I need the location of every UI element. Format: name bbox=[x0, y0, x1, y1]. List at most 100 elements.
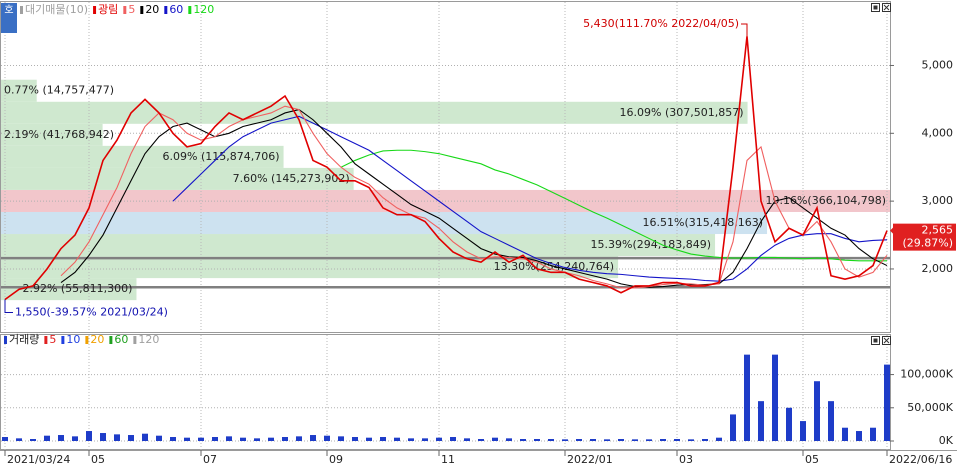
volume-bar bbox=[828, 401, 834, 441]
band-label: 16.09% (307,501,857) bbox=[620, 106, 744, 119]
volume-bar bbox=[422, 438, 428, 441]
band-label: 16.51%(315,418,163) bbox=[643, 216, 764, 229]
legend-swatch bbox=[85, 336, 89, 344]
x-tick-label: 2022/01 bbox=[567, 453, 613, 466]
maximize-icon bbox=[873, 338, 878, 343]
legend-label: 60 bbox=[169, 3, 183, 16]
y-tick-label: 3,000 bbox=[922, 194, 954, 207]
x-tick-label: 05 bbox=[91, 453, 105, 466]
volume-bar bbox=[562, 439, 568, 441]
volume-bar bbox=[352, 437, 358, 441]
band-label: 2.19% (41,768,942) bbox=[4, 128, 114, 141]
volume-pane bbox=[0, 334, 891, 450]
volume-bar bbox=[100, 433, 106, 441]
price-band bbox=[1, 79, 37, 102]
volume-bar bbox=[2, 437, 8, 441]
legend-swatch bbox=[164, 6, 168, 14]
volume-bar bbox=[142, 433, 148, 441]
legend-label: 광림 bbox=[98, 3, 118, 16]
band-label: 0.77% (14,757,477) bbox=[4, 84, 114, 97]
volume-bar bbox=[268, 437, 274, 441]
legend-label: 대기매물(10) bbox=[25, 3, 88, 16]
volume-bar bbox=[702, 439, 708, 441]
volume-bar bbox=[758, 401, 764, 441]
volume-bar bbox=[86, 431, 92, 441]
price-line bbox=[60, 105, 888, 289]
low-label: 1,550(-39.57% 2021/03/24) bbox=[15, 305, 168, 318]
y-tick-label: 2,000 bbox=[922, 262, 954, 275]
volume-bar bbox=[646, 439, 652, 441]
volume-bar bbox=[366, 437, 372, 441]
volume-bar bbox=[772, 354, 778, 441]
volume-bar bbox=[590, 439, 596, 441]
legend-swatch bbox=[93, 6, 97, 14]
x-tick-label: 09 bbox=[329, 453, 343, 466]
current-price: 2,565 bbox=[922, 224, 954, 237]
x-tick-label: 2021/03/24 bbox=[7, 453, 70, 466]
volume-bar bbox=[338, 436, 344, 441]
legend-swatch bbox=[133, 336, 137, 344]
legend-swatch bbox=[61, 336, 65, 344]
menu-icon: 호 bbox=[4, 4, 13, 16]
x-tick-label: 03 bbox=[679, 453, 693, 466]
volume-bar bbox=[618, 439, 624, 441]
legend-swatch bbox=[188, 6, 192, 14]
volume-bar bbox=[464, 438, 470, 441]
price-line bbox=[60, 108, 888, 288]
volume-bar bbox=[744, 354, 750, 441]
volume-bar bbox=[534, 439, 540, 441]
legend-swatch bbox=[140, 6, 144, 14]
volume-bar bbox=[394, 437, 400, 441]
legend-swatch bbox=[109, 336, 113, 344]
volume-bar bbox=[506, 438, 512, 441]
y-tick-label: 0K bbox=[939, 434, 954, 447]
volume-bar bbox=[282, 437, 288, 441]
volume-bar bbox=[408, 438, 414, 441]
price-line bbox=[172, 115, 888, 282]
band-label: 7.60% (145,273,902) bbox=[233, 172, 350, 185]
volume-bar bbox=[842, 427, 848, 441]
legend-label: 120 bbox=[193, 3, 214, 16]
legend-swatch bbox=[123, 6, 127, 14]
volume-bar bbox=[128, 435, 134, 441]
x-tick-label: 07 bbox=[203, 453, 217, 466]
volume-bar bbox=[870, 427, 876, 441]
volume-bar bbox=[212, 437, 218, 441]
volume-bar bbox=[632, 439, 638, 441]
volume-bar bbox=[548, 439, 554, 441]
band-label: 2.92% (55,811,300) bbox=[22, 282, 132, 295]
close-icon bbox=[883, 337, 890, 344]
price-band bbox=[1, 123, 103, 146]
volume-bar bbox=[310, 435, 316, 441]
legend-swatch bbox=[44, 336, 48, 344]
legend-swatch bbox=[20, 6, 23, 14]
volume-bar bbox=[72, 436, 78, 441]
band-label: 19.16%(366,104,798) bbox=[765, 194, 886, 207]
close-icon bbox=[883, 4, 890, 11]
volume-bar bbox=[58, 435, 64, 441]
volume-bar bbox=[716, 437, 722, 441]
volume-bar bbox=[30, 439, 36, 441]
volume-bar bbox=[478, 439, 484, 441]
volume-bar bbox=[184, 437, 190, 441]
volume-bar bbox=[296, 436, 302, 441]
legend-label: 거래량 bbox=[9, 333, 39, 346]
maximize-icon bbox=[873, 5, 878, 10]
high-marker bbox=[741, 23, 748, 37]
price-band bbox=[1, 234, 716, 257]
volume-bar bbox=[254, 438, 260, 441]
volume-bar bbox=[44, 435, 50, 441]
legend-label: 60 bbox=[114, 333, 128, 346]
band-label: 15.39%(294,183,849) bbox=[591, 238, 712, 251]
volume-bar bbox=[380, 437, 386, 441]
price-band bbox=[1, 211, 768, 235]
price-line bbox=[340, 149, 887, 262]
volume-bar bbox=[436, 437, 442, 441]
legend-label: 120 bbox=[138, 333, 159, 346]
volume-bar bbox=[884, 364, 890, 441]
volume-bar bbox=[520, 439, 526, 441]
legend-label: 5 bbox=[49, 333, 56, 346]
volume-bar bbox=[800, 421, 806, 441]
menu-button[interactable] bbox=[1, 3, 17, 33]
